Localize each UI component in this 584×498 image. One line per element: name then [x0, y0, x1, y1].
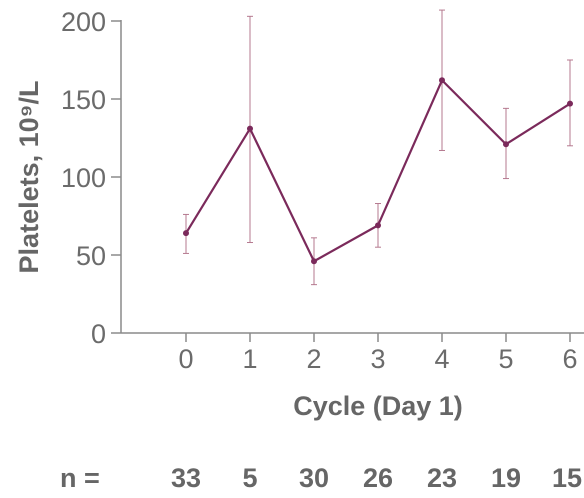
n-value: 33	[171, 463, 201, 493]
x-ticks: 0 1 2 3 4 5 6	[178, 333, 578, 374]
n-label: n =	[60, 463, 100, 493]
data-point	[567, 100, 573, 107]
data-point	[183, 230, 189, 237]
data-point	[375, 222, 381, 229]
y-ticks: 0 50 100 150 200	[61, 7, 121, 349]
data-point	[311, 258, 317, 265]
x-tick-label: 4	[434, 344, 449, 374]
data-points	[183, 77, 573, 265]
y-tick-label: 150	[61, 85, 106, 115]
n-value: 5	[242, 463, 257, 493]
axes	[120, 20, 584, 334]
y-axis-title: Platelets, 10⁹/L	[14, 81, 44, 274]
x-axis-title: Cycle (Day 1)	[293, 391, 463, 421]
n-value: 19	[491, 463, 521, 493]
data-point	[439, 77, 445, 84]
x-tick-label: 2	[306, 344, 321, 374]
n-value: 15	[552, 463, 582, 493]
n-value: 30	[299, 463, 329, 493]
n-values: 33 5 30 26 23 19 15	[171, 463, 582, 493]
x-tick-label: 6	[562, 344, 577, 374]
data-point	[503, 141, 509, 148]
n-value: 23	[427, 463, 457, 493]
n-value: 26	[363, 463, 393, 493]
x-tick-label: 1	[242, 344, 257, 374]
y-tick-label: 50	[76, 241, 106, 271]
y-tick-label: 100	[61, 163, 106, 193]
x-tick-label: 3	[370, 344, 385, 374]
x-tick-label: 0	[178, 344, 193, 374]
error-bars	[183, 9, 573, 286]
x-tick-label: 5	[498, 344, 513, 374]
y-tick-label: 0	[91, 319, 106, 349]
y-tick-label: 200	[61, 7, 106, 37]
data-point	[247, 125, 253, 132]
